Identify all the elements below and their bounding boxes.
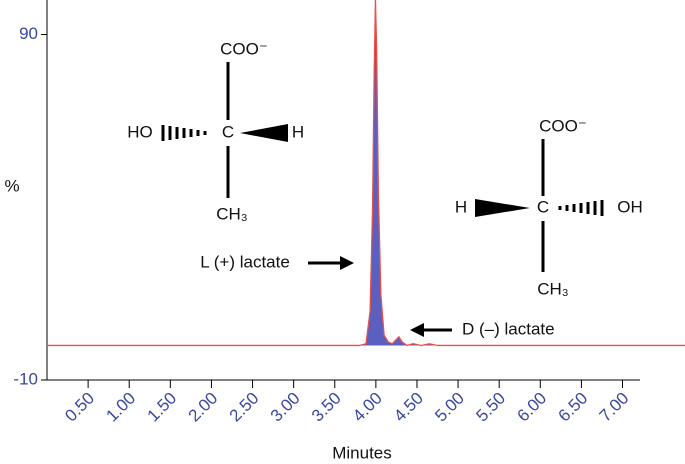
chem-label: C bbox=[222, 122, 234, 141]
x-tick-label: 2.00 bbox=[185, 389, 222, 426]
chem-label: CH₃ bbox=[537, 279, 568, 298]
chem-label: OH bbox=[617, 197, 643, 216]
x-tick-label: 1.50 bbox=[143, 389, 180, 426]
chem-label: H bbox=[455, 197, 467, 216]
x-tick-label: 5.50 bbox=[472, 389, 509, 426]
x-tick-label: 4.50 bbox=[390, 389, 427, 426]
chem-label: H bbox=[292, 122, 304, 141]
l-structure: COO⁻ C HO H CH₃ bbox=[127, 39, 304, 223]
arrow bbox=[308, 256, 354, 270]
y-tick-label: 90 bbox=[19, 24, 38, 43]
peak-area bbox=[47, 0, 685, 346]
x-tick-label: 5.00 bbox=[431, 389, 468, 426]
x-axis-label: Minutes bbox=[332, 443, 392, 462]
x-tick-label: 6.00 bbox=[513, 389, 550, 426]
d-structure: COO⁻ C H OH CH₃ bbox=[455, 116, 643, 298]
chem-label: C bbox=[537, 197, 549, 216]
chem-label: COO⁻ bbox=[539, 116, 587, 135]
hashed-wedge bbox=[161, 125, 207, 141]
chem-label: COO⁻ bbox=[220, 39, 268, 58]
x-tick-label: 3.50 bbox=[308, 389, 345, 426]
x-tick-label: 3.00 bbox=[267, 389, 304, 426]
solid-wedge bbox=[475, 199, 530, 217]
chem-label: HO bbox=[127, 122, 153, 141]
x-tick-label: 0.50 bbox=[61, 389, 98, 426]
x-tick-label: 1.00 bbox=[102, 389, 139, 426]
trace-line bbox=[47, 0, 685, 347]
annotation: L (+) lactate bbox=[200, 252, 290, 271]
y-tick-label: -10 bbox=[13, 369, 38, 388]
x-tick-label: 4.00 bbox=[349, 389, 386, 426]
x-tick-label: 6.50 bbox=[555, 389, 592, 426]
y-axis-label: % bbox=[4, 176, 19, 195]
solid-wedge bbox=[240, 124, 288, 142]
x-tick-label: 7.00 bbox=[596, 389, 633, 426]
chem-label: CH₃ bbox=[216, 204, 247, 223]
annotation: D (–) lactate bbox=[462, 319, 555, 338]
hashed-wedge bbox=[558, 200, 604, 216]
x-tick-label: 2.50 bbox=[226, 389, 263, 426]
arrow bbox=[410, 323, 452, 337]
